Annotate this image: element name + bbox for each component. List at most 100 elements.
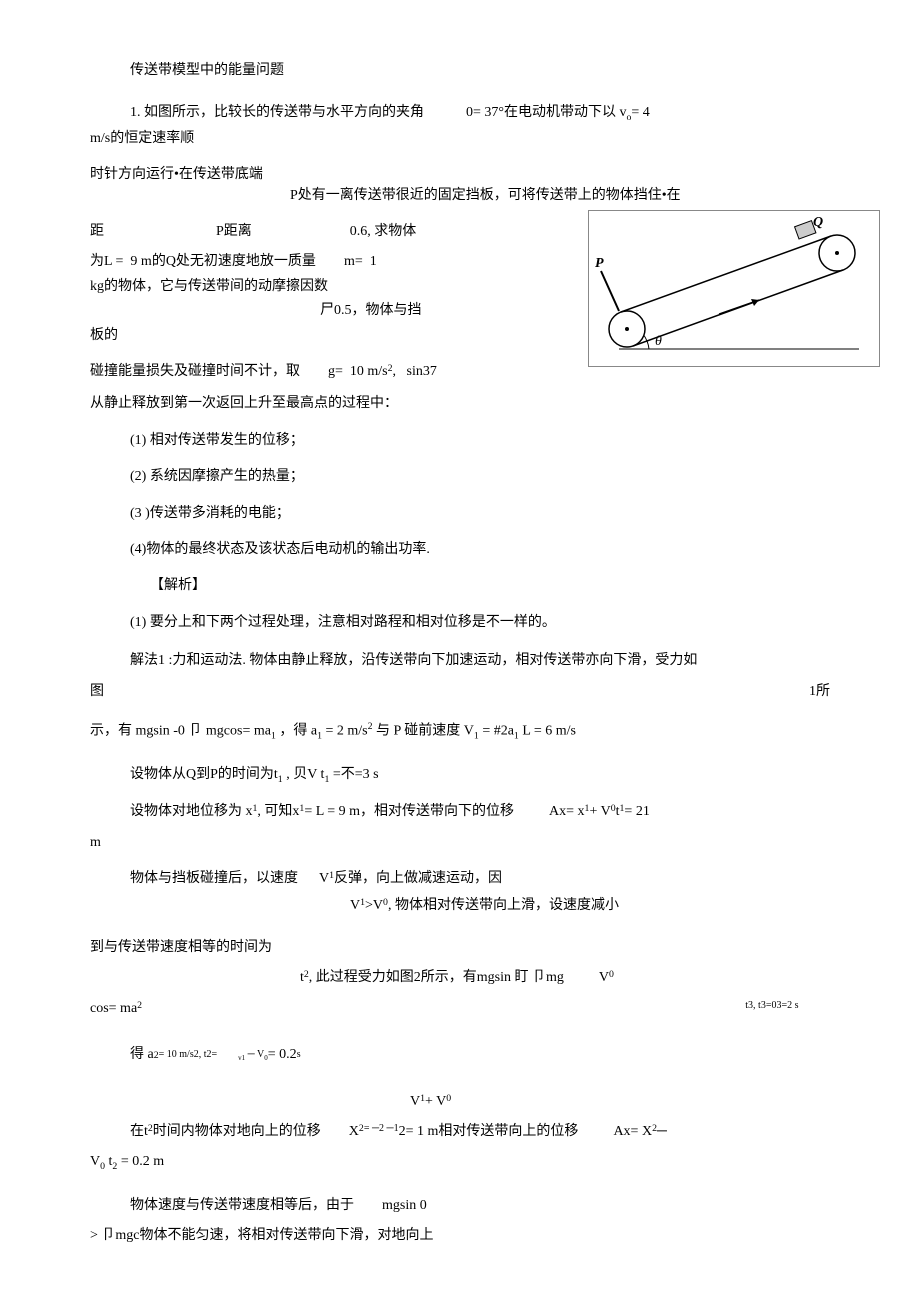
q1-7a: kg的物体，它与传送带间的动摩擦因数	[90, 276, 328, 298]
line-vv2: + V	[425, 1091, 446, 1113]
line-last2: mgsin 0	[382, 1195, 427, 1217]
gap	[321, 1121, 349, 1143]
gap	[428, 105, 463, 120]
q1-10c: , sin37	[393, 361, 437, 383]
line-coll-a: 物体与挡板碰撞后，以速度	[130, 868, 298, 890]
line-mg4: 与 P 碰前速度 V	[376, 724, 474, 739]
line-t2b: , 此过程受力如图2所示，有mgsin 盯 卩mg	[309, 967, 564, 989]
sub-1: 1	[324, 774, 329, 785]
line-x1a: 设物体对地位移为 x	[130, 801, 253, 823]
sub-1: 1	[271, 730, 276, 741]
q1-5a: 距	[90, 221, 104, 243]
line-a2a: 得 a	[130, 1044, 154, 1066]
line-qp2: , 贝V t	[286, 767, 324, 782]
line-qp: 设物体从Q到P的时间为t	[130, 767, 278, 782]
conveyor-figure: θ Q P	[588, 210, 880, 367]
gap	[298, 868, 319, 890]
ans-label: 【解析】	[150, 578, 206, 593]
line-coll-b: V	[319, 868, 329, 890]
sub-2: 2	[112, 1161, 117, 1172]
sub-1: 1	[317, 730, 322, 741]
line-t3c: =0	[766, 998, 777, 1020]
line-t2x-g: ─	[657, 1121, 667, 1143]
sub-1: 1	[278, 774, 283, 785]
gap	[799, 998, 831, 1020]
item-2: (2) 系统因摩擦产生的热量；	[130, 469, 304, 484]
line-vot3: = 0.2 m	[121, 1154, 164, 1169]
q1-line4a: P处有一离传送带很近的固定挡板，可将传送带上的物体挡住•在	[290, 188, 681, 203]
line-t3e: 2 s	[787, 998, 798, 1020]
gap	[217, 1044, 238, 1066]
q1-6b: m= 1	[344, 251, 377, 273]
line-vv: V	[410, 1091, 420, 1113]
item-1: (1) 相对传送带发生的位移；	[130, 433, 304, 448]
method1b: 图	[90, 681, 104, 703]
q1-10b: g= 10 m/s	[328, 361, 388, 383]
q1-intro-a: 1. 如图所示，比较长的传送带与水平方向的夹角	[130, 105, 424, 120]
line-coll-c: 反弹，向上做减速运动，因	[334, 868, 502, 890]
sub-1: 1	[514, 730, 519, 741]
q1-intro-b: 0= 37°在电动机带动下以 v	[466, 105, 627, 120]
q1-line3: 时针方向运行•在传送带底端	[90, 167, 263, 182]
line-frac-s: s	[297, 1047, 301, 1063]
ans-1: (1) 要分上和下两个过程处理，注意相对路程和相对位移是不一样的。	[130, 615, 556, 630]
q1-10a: 碰撞能量损失及碰撞时间不计，取	[90, 361, 300, 383]
line-t3b: , t	[753, 998, 761, 1020]
line-last3: > 卩mgc物体不能匀速，将相对传送带向下滑，对地向上	[90, 1228, 434, 1243]
gap	[316, 251, 344, 273]
method1a: 解法1 :力和运动法. 物体由静止释放，沿传送带向下加速运动，相对传送带亦向下滑…	[130, 650, 697, 672]
line-t2x-d: = ─2 ─1	[364, 1121, 399, 1143]
line-x1g: = 21	[624, 801, 649, 823]
line-m: m	[90, 835, 101, 850]
doc-title: 传送带模型中的能量问题	[130, 63, 284, 78]
frac-top: ─ V	[245, 1049, 264, 1060]
line-t2x-a: 在t	[130, 1121, 148, 1143]
gap	[252, 221, 350, 243]
gap	[300, 361, 328, 383]
q-label: Q	[813, 215, 823, 230]
line-qp3: =不=3 s	[333, 767, 379, 782]
line-coll2b: >V	[365, 895, 383, 917]
sub-0: 0	[446, 1091, 451, 1113]
line-coll2a: V	[350, 895, 360, 917]
line-coll2c: , 物体相对传送带向上滑，设速度减小	[388, 895, 619, 917]
q1-5c: 0.6, 求物体	[350, 221, 417, 243]
gap	[514, 801, 549, 823]
line-mg3: = 2 m/s	[325, 724, 367, 739]
q1-intro-b2: = 4	[631, 105, 649, 120]
line-t2x-b: 时间内物体对地向上的位移	[153, 1121, 321, 1143]
item-4: (4)物体的最终状态及该状态后电动机的输出功率.	[130, 542, 430, 557]
sub-0: 0	[100, 1161, 105, 1172]
q1-8a: 尸0.5，物体与挡	[320, 300, 422, 322]
line-x1b: , 可知x	[257, 801, 299, 823]
line-t2x-c: X	[349, 1121, 359, 1143]
line-a2c: /s	[187, 1047, 194, 1063]
line-frac-eq: = 0.2	[268, 1044, 297, 1066]
line-a2b: = 10 m	[159, 1047, 187, 1063]
q1-11: 从静止释放到第一次返回上升至最高点的过程中：	[90, 396, 398, 411]
line-x1c: = L = 9 m，相对传送带向下的位移	[304, 801, 514, 823]
line-mg2: ，得 a	[279, 724, 317, 739]
q1-9: 板的	[90, 328, 118, 343]
line-mg5: = #2a	[482, 724, 514, 739]
item-3: (3 )传送带多消耗的电能；	[130, 506, 290, 521]
q1-5b: P距离	[216, 221, 252, 243]
line-mg: 示，有 mgsin -0 卩 mgcos= ma	[90, 724, 271, 739]
line-last1: 物体速度与传送带速度相等后，由于	[130, 1195, 354, 1217]
line-t2x-e: 2= 1 m相对传送带向上的位移	[399, 1121, 579, 1143]
method1c: 1所	[809, 681, 830, 703]
line-x1e: + V	[589, 801, 610, 823]
gap	[104, 221, 216, 243]
line-eq: 到与传送带速度相等的时间为	[90, 940, 272, 955]
line-t2c: V	[599, 967, 609, 989]
line-vot: V	[90, 1154, 100, 1169]
sub-0: 0	[609, 967, 614, 989]
line-cos: cos= ma	[90, 998, 137, 1020]
q1-line2: m/s的恒定速率顺	[90, 131, 194, 146]
line-t2x-f: Ax= X	[613, 1121, 652, 1143]
line-a2d: , t	[199, 1047, 207, 1063]
sub-1: 1	[474, 730, 479, 741]
line-mg6: L = 6 m/s	[522, 724, 576, 739]
sup-2: 2	[368, 721, 373, 732]
gap	[564, 967, 599, 989]
